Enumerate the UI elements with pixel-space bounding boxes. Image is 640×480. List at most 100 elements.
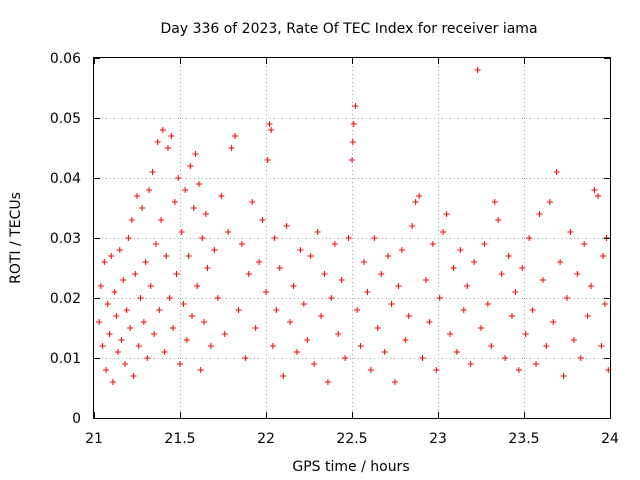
data-point xyxy=(440,229,447,235)
data-point xyxy=(259,217,266,223)
data-point xyxy=(495,217,502,223)
data-point xyxy=(338,277,345,283)
data-point xyxy=(522,331,529,337)
data-point xyxy=(526,235,533,241)
data-point xyxy=(447,331,454,337)
plot-frame xyxy=(93,57,611,419)
data-point xyxy=(564,295,570,301)
y-tick-label: 0.04 xyxy=(50,171,81,187)
data-point xyxy=(287,319,294,325)
data-point xyxy=(152,241,159,247)
data-point xyxy=(550,319,557,325)
data-point xyxy=(177,361,183,367)
data-point xyxy=(412,199,419,205)
chart-title: Day 336 of 2023, Rate Of TEC Index for r… xyxy=(160,21,537,37)
data-point xyxy=(130,373,137,379)
data-point xyxy=(103,367,110,373)
data-point xyxy=(512,289,519,295)
data-point xyxy=(111,289,118,295)
data-point xyxy=(99,343,106,349)
data-point xyxy=(584,313,591,319)
data-point xyxy=(182,187,189,193)
data-point xyxy=(422,277,429,283)
data-point xyxy=(201,319,208,325)
data-point xyxy=(170,325,177,331)
data-point xyxy=(173,271,180,277)
data-point xyxy=(297,247,304,253)
data-point xyxy=(350,121,357,127)
data-point xyxy=(232,133,239,139)
data-point xyxy=(539,277,546,283)
data-point xyxy=(357,343,364,349)
data-point xyxy=(144,355,151,361)
data-point xyxy=(443,211,450,217)
data-point xyxy=(331,241,338,247)
data-point xyxy=(311,361,318,367)
data-point xyxy=(374,325,381,331)
data-point xyxy=(328,295,335,301)
data-point xyxy=(546,199,553,205)
data-point xyxy=(178,229,185,235)
data-point xyxy=(276,265,283,271)
data-point xyxy=(352,103,359,109)
data-point xyxy=(416,193,423,199)
data-point xyxy=(268,127,275,133)
data-point xyxy=(600,253,607,259)
data-point xyxy=(101,259,108,265)
data-point xyxy=(318,313,325,319)
data-point xyxy=(505,253,512,259)
data-point xyxy=(491,199,498,205)
data-point xyxy=(426,319,433,325)
data-point xyxy=(171,199,178,205)
x-tick-label: 22.5 xyxy=(336,431,367,447)
data-point xyxy=(156,307,163,313)
data-point xyxy=(560,373,567,379)
y-tick-label: 0.02 xyxy=(50,291,81,307)
points-layer xyxy=(96,67,612,385)
data-point xyxy=(256,259,263,265)
data-point xyxy=(175,175,182,181)
data-point xyxy=(419,355,426,361)
data-point xyxy=(189,313,196,319)
data-point xyxy=(378,271,385,277)
data-point xyxy=(460,307,467,313)
data-point xyxy=(321,271,328,277)
data-point xyxy=(245,271,252,277)
data-point xyxy=(147,283,154,289)
data-point xyxy=(154,139,161,145)
data-point xyxy=(238,241,245,247)
data-point xyxy=(367,367,374,373)
data-point xyxy=(433,367,440,373)
data-point xyxy=(221,331,228,337)
data-point xyxy=(536,211,543,217)
data-point xyxy=(269,343,276,349)
data-point xyxy=(342,355,349,361)
data-point xyxy=(464,283,471,289)
y-tick-label: 0 xyxy=(72,411,81,427)
data-point xyxy=(187,163,194,169)
data-point xyxy=(264,157,271,163)
data-point xyxy=(577,355,584,361)
data-point xyxy=(481,241,488,247)
data-point xyxy=(594,193,601,199)
data-point xyxy=(371,235,378,241)
data-point xyxy=(121,361,128,367)
data-point xyxy=(125,235,132,241)
data-point xyxy=(557,259,564,265)
data-point xyxy=(225,229,232,235)
data-point xyxy=(207,343,214,349)
data-point xyxy=(249,199,256,205)
data-point xyxy=(519,265,526,271)
data-point xyxy=(192,151,199,157)
x-tick-label: 22 xyxy=(257,431,275,447)
data-point xyxy=(128,217,135,223)
data-point xyxy=(498,271,505,277)
data-point xyxy=(194,283,201,289)
data-point xyxy=(453,349,460,355)
data-point xyxy=(135,343,142,349)
data-point xyxy=(218,193,225,199)
data-point xyxy=(97,283,104,289)
x-tick-label: 21.5 xyxy=(164,431,195,447)
data-point xyxy=(197,367,204,373)
data-point xyxy=(395,283,402,289)
